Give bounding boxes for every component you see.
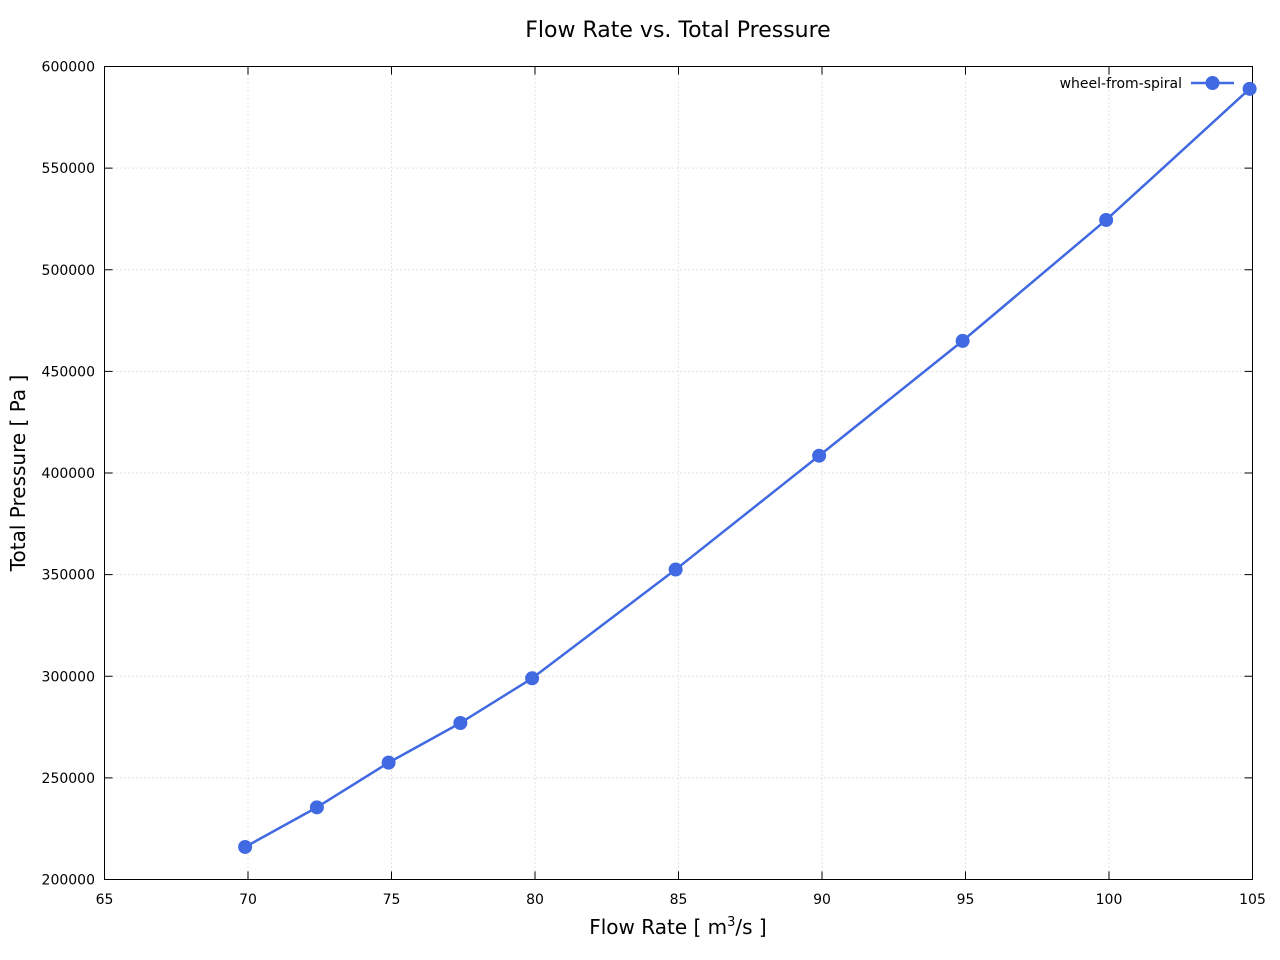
data-point [668, 562, 683, 577]
data-point [453, 715, 468, 730]
x-axis-label: Flow Rate [ m3/s ] [589, 915, 766, 939]
chart-title: Flow Rate vs. Total Pressure [525, 18, 830, 43]
data-point [812, 448, 827, 463]
x-tick-label: 100 [1096, 892, 1123, 908]
series-layer [238, 81, 1257, 854]
x-axis-label-superscript: 3 [727, 915, 735, 930]
grid [104, 66, 1253, 880]
x-tick-label: 75 [383, 892, 401, 908]
data-point [238, 839, 253, 854]
x-tick-label: 80 [526, 892, 544, 908]
y-tick-label: 350000 [42, 568, 95, 584]
y-tick-label: 600000 [42, 60, 95, 76]
data-point [955, 333, 970, 348]
data-point [309, 800, 324, 815]
y-tick-label: 450000 [42, 364, 95, 380]
x-axis-label-tail: /s ] [735, 915, 766, 939]
x-tick-label: 65 [96, 892, 114, 908]
x-tick-label: 105 [1239, 892, 1266, 908]
y-axis-label: Total Pressure [ Pa ] [6, 375, 30, 573]
y-tick-label: 400000 [42, 466, 95, 482]
x-tick-label: 85 [670, 892, 688, 908]
y-tick-label: 300000 [42, 669, 95, 685]
legend: wheel-from-spiral [1060, 76, 1234, 92]
legend-marker [1205, 76, 1220, 90]
x-tick-label: 90 [813, 892, 831, 908]
data-point [1099, 212, 1114, 227]
y-tick-label: 550000 [42, 161, 95, 177]
y-tick-label: 250000 [42, 771, 95, 787]
axis-ticks: 65 70 75 80 85 90 95 100 105 200000 250000 300000 35… [42, 60, 1266, 909]
data-point [1242, 81, 1257, 96]
data-point [525, 671, 540, 686]
y-tick-label: 200000 [42, 873, 95, 889]
series-line [244, 87, 1251, 849]
x-tick-label: 95 [957, 892, 975, 908]
legend-label: wheel-from-spiral [1060, 76, 1182, 92]
y-tick-label: 500000 [42, 263, 95, 279]
data-point [381, 755, 396, 770]
x-axis-label-main: Flow Rate [ m [589, 915, 727, 939]
x-tick-label: 70 [239, 892, 257, 908]
